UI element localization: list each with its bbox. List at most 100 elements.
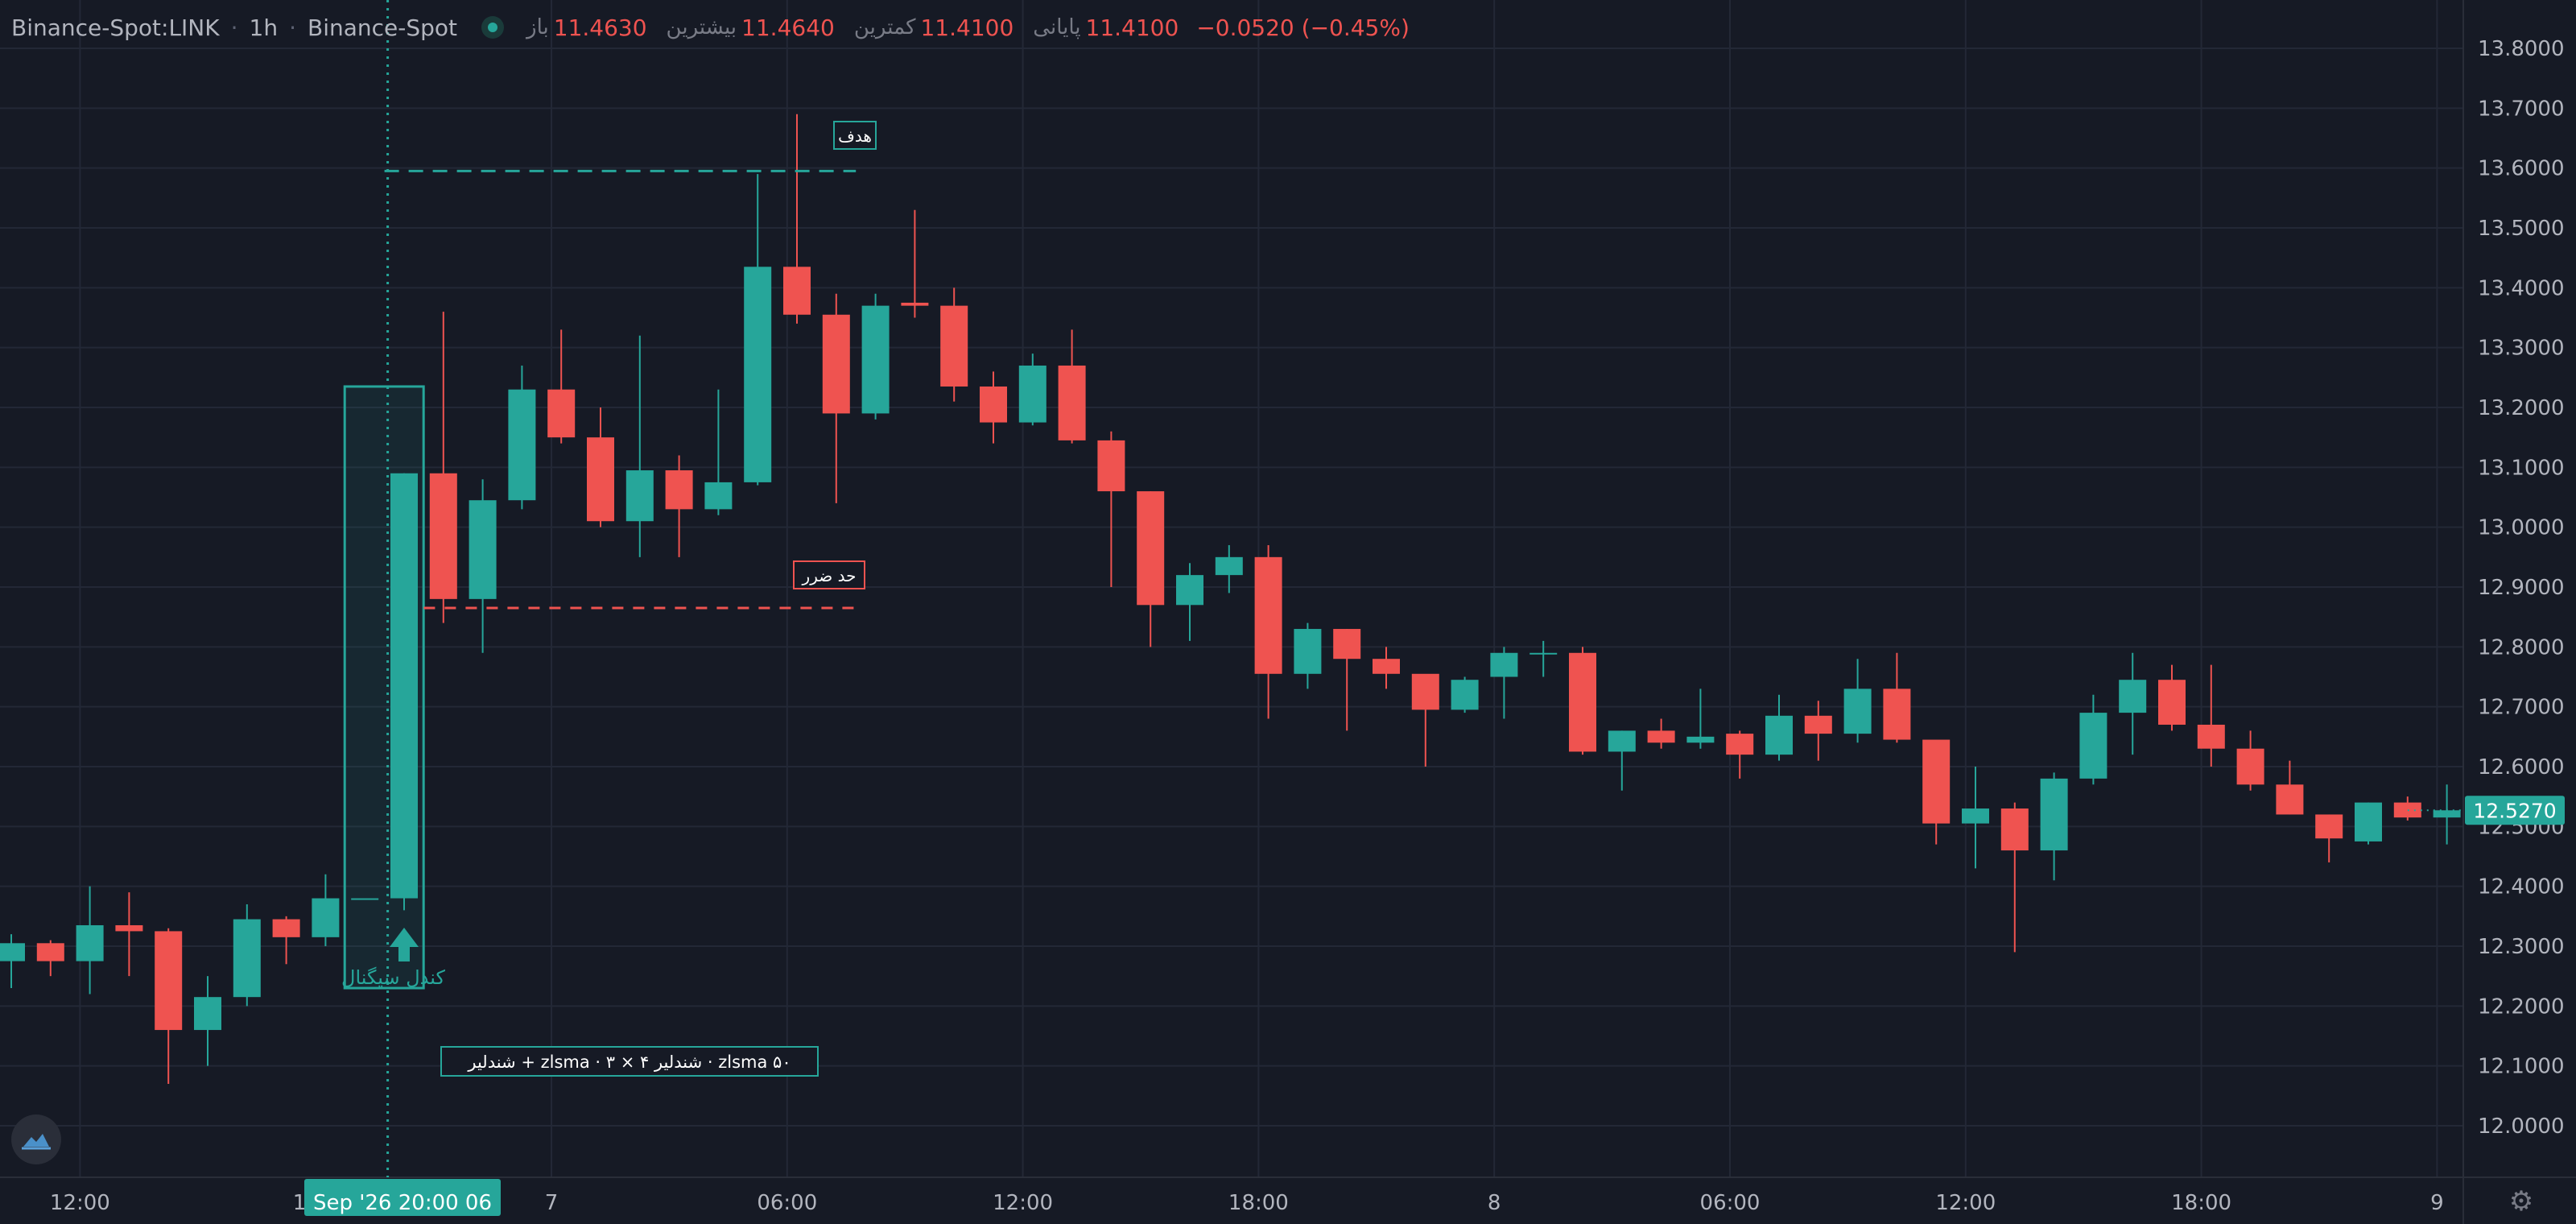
candle[interactable] xyxy=(1922,739,1951,845)
candle[interactable] xyxy=(1569,647,1596,755)
candle[interactable] xyxy=(2000,802,2029,953)
candle[interactable] xyxy=(1137,491,1165,647)
candle[interactable] xyxy=(1530,640,1558,677)
candle[interactable] xyxy=(1883,652,1911,743)
candle[interactable] xyxy=(2197,664,2225,767)
candle[interactable] xyxy=(2158,664,2186,731)
candle[interactable] xyxy=(2040,772,2068,881)
price-axis-label: 12.7000 xyxy=(2478,696,2565,720)
candle-body xyxy=(1490,652,1518,677)
candle[interactable] xyxy=(2433,784,2461,845)
candle-body xyxy=(783,267,811,315)
candle-body xyxy=(0,943,25,961)
interval-label[interactable]: 1h xyxy=(249,14,279,41)
candle[interactable] xyxy=(1097,431,1125,587)
candle-body xyxy=(2276,784,2304,815)
candle[interactable] xyxy=(980,371,1007,444)
price-axis-label: 12.4000 xyxy=(2478,875,2565,899)
candle[interactable] xyxy=(1215,544,1243,593)
candle-body xyxy=(2079,713,2107,779)
cloud-icon xyxy=(22,1134,51,1150)
candle[interactable] xyxy=(861,293,890,420)
candle[interactable] xyxy=(783,114,811,324)
candle-body xyxy=(2433,810,2461,818)
candle[interactable] xyxy=(76,886,104,994)
price-axis-label: 13.8000 xyxy=(2478,37,2565,61)
candle[interactable] xyxy=(1254,544,1282,719)
candle[interactable] xyxy=(1411,673,1439,767)
candle[interactable] xyxy=(429,312,457,623)
tradingview-logo-icon[interactable] xyxy=(11,1114,61,1164)
candle[interactable] xyxy=(2276,760,2304,815)
candle[interactable] xyxy=(1490,647,1518,719)
close-value: 11.4100 xyxy=(1085,14,1179,41)
exchange-label: Binance-Spot xyxy=(308,14,458,41)
candle[interactable] xyxy=(2355,802,2382,845)
candle[interactable] xyxy=(508,365,536,510)
candle[interactable] xyxy=(1294,622,1322,689)
candle[interactable] xyxy=(155,928,183,1084)
candle[interactable] xyxy=(1843,659,1872,743)
stop-loss-label: حد ضرر xyxy=(802,566,857,585)
candle-body xyxy=(1608,730,1636,752)
candle-body xyxy=(1726,734,1754,755)
candle-body xyxy=(469,500,497,599)
candle[interactable] xyxy=(2079,694,2107,785)
candle[interactable] xyxy=(1058,329,1086,444)
price-axis-label: 12.9000 xyxy=(2478,576,2565,600)
candle[interactable] xyxy=(36,940,64,977)
candle[interactable] xyxy=(547,329,576,444)
candle-body xyxy=(547,389,576,438)
time-axis-label: 06:00 xyxy=(757,1191,817,1215)
candle-body xyxy=(1451,680,1479,710)
price-axis-label: 12.8000 xyxy=(2478,635,2565,660)
price-axis-label: 12.2000 xyxy=(2478,994,2565,1019)
candle[interactable] xyxy=(1962,767,1989,869)
settings-gear-icon[interactable]: ⚙ xyxy=(2508,1185,2534,1218)
candle-body xyxy=(2355,802,2382,842)
candle[interactable] xyxy=(1804,701,1832,761)
candle[interactable] xyxy=(625,335,654,557)
symbol-name[interactable]: Binance-Spot:LINK xyxy=(11,14,220,41)
candle[interactable] xyxy=(2119,652,2147,755)
cursor-time-label: Sep '26 20:00 06 xyxy=(313,1191,492,1215)
candle[interactable] xyxy=(194,976,221,1066)
close-label: پایانی xyxy=(1033,15,1081,39)
candle[interactable] xyxy=(704,389,733,515)
market-status-icon[interactable] xyxy=(481,16,505,39)
candle[interactable] xyxy=(901,209,929,318)
candle[interactable] xyxy=(1765,694,1793,761)
price-axis-label: 13.1000 xyxy=(2478,456,2565,480)
price-axis-label: 12.0000 xyxy=(2478,1114,2565,1139)
candle[interactable] xyxy=(665,455,693,557)
candle[interactable] xyxy=(1176,563,1203,641)
low-label: کمترین xyxy=(853,15,916,39)
candle[interactable] xyxy=(351,898,379,900)
candle[interactable] xyxy=(390,473,418,911)
candle[interactable] xyxy=(115,892,143,977)
candle[interactable] xyxy=(940,287,968,402)
candle[interactable] xyxy=(233,904,261,1007)
candle[interactable] xyxy=(312,874,340,946)
time-axis-label-hidden: 1 xyxy=(293,1191,307,1215)
candle[interactable] xyxy=(1018,354,1046,426)
candle[interactable] xyxy=(2236,730,2264,791)
candle[interactable] xyxy=(1451,676,1479,713)
candle[interactable] xyxy=(587,407,614,527)
candle[interactable] xyxy=(1608,730,1636,791)
candle[interactable] xyxy=(822,293,850,503)
candle[interactable] xyxy=(1373,647,1400,689)
candle[interactable] xyxy=(1686,688,1715,749)
candle[interactable] xyxy=(272,916,300,965)
candle[interactable] xyxy=(744,174,772,486)
candle[interactable] xyxy=(469,479,497,653)
candle[interactable] xyxy=(0,934,25,989)
candle[interactable] xyxy=(2315,814,2343,862)
candle[interactable] xyxy=(1647,718,1675,749)
candle[interactable] xyxy=(1333,629,1361,731)
price-axis-label: 13.6000 xyxy=(2478,157,2565,181)
candle[interactable] xyxy=(1726,730,1754,779)
candle-body xyxy=(744,267,772,482)
